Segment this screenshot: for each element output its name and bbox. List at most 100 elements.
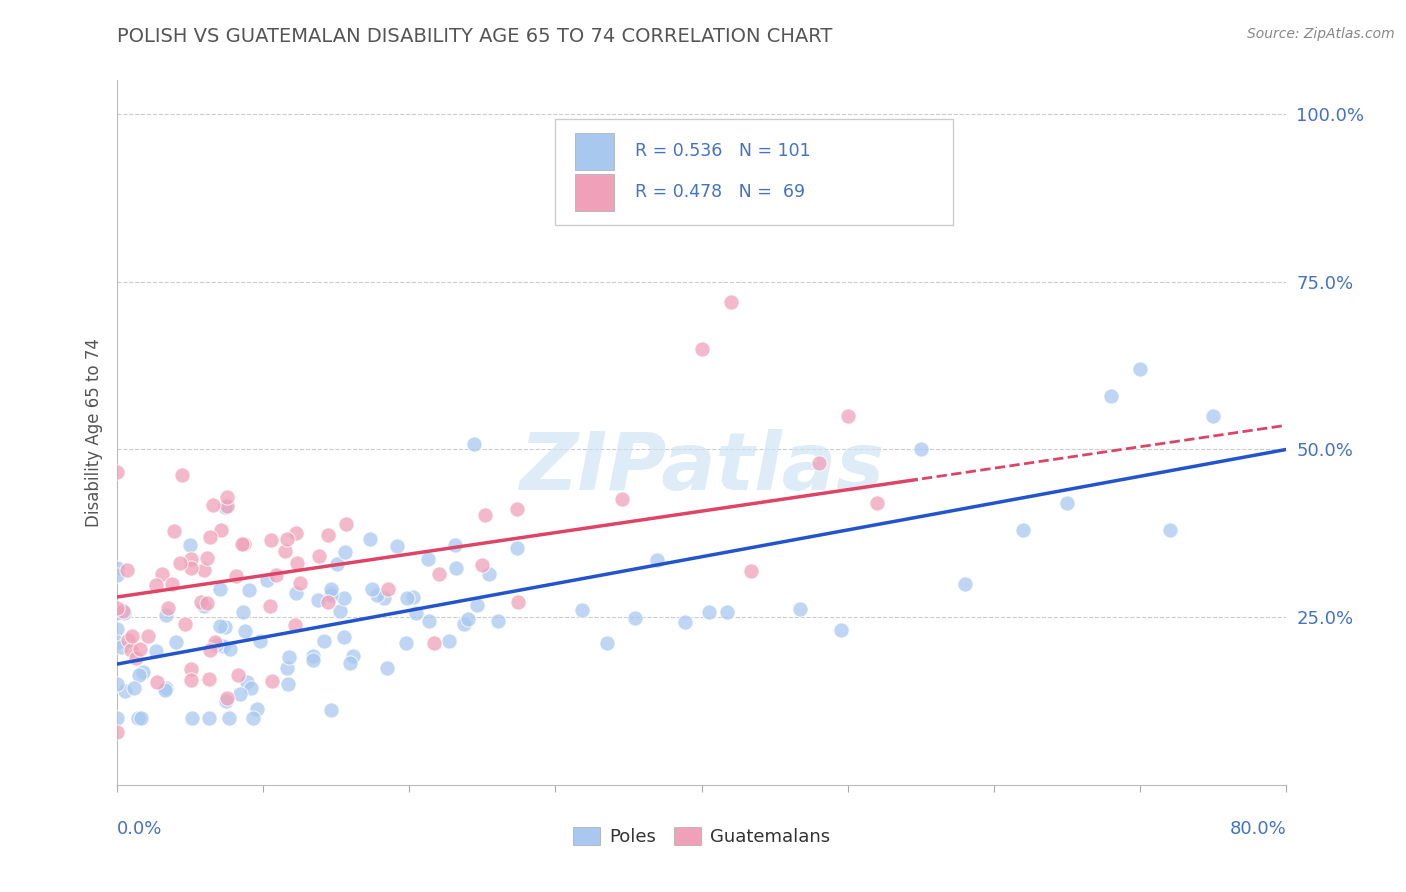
Text: R = 0.478   N =  69: R = 0.478 N = 69 bbox=[636, 184, 806, 202]
Point bbox=[427, 566, 450, 581]
Point bbox=[457, 612, 479, 626]
Point bbox=[319, 585, 342, 599]
Point bbox=[318, 595, 340, 609]
Point bbox=[105, 635, 128, 649]
Point bbox=[131, 711, 153, 725]
Point bbox=[128, 667, 150, 681]
Point bbox=[195, 596, 218, 610]
Point bbox=[190, 595, 212, 609]
Point bbox=[465, 599, 488, 613]
Point bbox=[789, 601, 811, 615]
Text: 80.0%: 80.0% bbox=[1230, 820, 1286, 838]
Point bbox=[215, 693, 238, 707]
Point bbox=[217, 500, 239, 514]
Point bbox=[172, 467, 194, 482]
Point bbox=[138, 629, 160, 643]
Point bbox=[155, 681, 177, 695]
Point bbox=[395, 591, 418, 606]
Point bbox=[837, 409, 859, 423]
Point bbox=[1202, 409, 1225, 423]
Point bbox=[312, 634, 335, 648]
Point bbox=[105, 601, 128, 615]
Bar bbox=[575, 133, 614, 169]
Point bbox=[463, 437, 485, 451]
Point bbox=[471, 558, 494, 573]
Point bbox=[402, 591, 425, 605]
Point bbox=[128, 641, 150, 656]
Point bbox=[720, 294, 742, 309]
Point bbox=[121, 629, 143, 643]
Point bbox=[180, 662, 202, 676]
Point bbox=[202, 498, 225, 512]
Point bbox=[266, 568, 288, 582]
Point bbox=[953, 576, 976, 591]
Point bbox=[1159, 523, 1181, 537]
Point bbox=[325, 557, 347, 571]
Point bbox=[308, 549, 330, 564]
Point bbox=[229, 687, 252, 701]
Point bbox=[212, 640, 235, 654]
Point bbox=[150, 566, 173, 581]
Point bbox=[361, 582, 384, 596]
Point bbox=[366, 589, 388, 603]
Point bbox=[276, 661, 298, 675]
Point bbox=[478, 566, 501, 581]
Point bbox=[179, 538, 201, 552]
Point bbox=[443, 538, 465, 552]
Point bbox=[114, 683, 136, 698]
Point bbox=[260, 673, 283, 688]
Point bbox=[180, 552, 202, 566]
Point bbox=[716, 605, 738, 619]
Point bbox=[373, 591, 395, 606]
Point bbox=[173, 617, 195, 632]
Point bbox=[105, 465, 128, 479]
Point bbox=[180, 711, 202, 725]
Point bbox=[105, 623, 128, 637]
Point bbox=[195, 550, 218, 565]
Point bbox=[277, 649, 299, 664]
Point bbox=[506, 501, 529, 516]
Point bbox=[218, 711, 240, 725]
Point bbox=[225, 568, 247, 582]
Point bbox=[333, 591, 356, 605]
Point bbox=[112, 606, 135, 620]
Point bbox=[198, 643, 221, 657]
Point bbox=[226, 667, 249, 681]
Point bbox=[193, 599, 215, 614]
Point bbox=[474, 508, 496, 523]
Point bbox=[233, 624, 256, 639]
Point bbox=[1129, 362, 1152, 376]
Point bbox=[610, 491, 633, 506]
Point bbox=[506, 541, 529, 556]
Point bbox=[1056, 496, 1078, 510]
FancyBboxPatch shape bbox=[555, 119, 953, 225]
Point bbox=[385, 539, 408, 553]
Point bbox=[1099, 389, 1122, 403]
Point bbox=[165, 635, 187, 649]
Point bbox=[319, 582, 342, 596]
Point bbox=[359, 533, 381, 547]
Point bbox=[115, 563, 138, 577]
Point bbox=[446, 561, 468, 575]
Point bbox=[256, 573, 278, 587]
Point bbox=[307, 592, 329, 607]
Point bbox=[571, 603, 593, 617]
Legend: Poles, Guatemalans: Poles, Guatemalans bbox=[565, 820, 838, 854]
Point bbox=[111, 604, 134, 618]
Point bbox=[155, 607, 177, 622]
Point bbox=[342, 648, 364, 663]
Point bbox=[105, 724, 128, 739]
Point bbox=[120, 643, 142, 657]
Point bbox=[285, 556, 308, 570]
Point bbox=[127, 711, 149, 725]
Point bbox=[236, 674, 259, 689]
Point bbox=[209, 582, 232, 597]
Point bbox=[232, 605, 254, 619]
Point bbox=[595, 635, 617, 649]
Point bbox=[160, 577, 183, 591]
Point bbox=[260, 533, 283, 548]
Point bbox=[217, 691, 239, 706]
Point bbox=[284, 618, 307, 632]
Point bbox=[333, 630, 356, 644]
Point bbox=[405, 607, 427, 621]
